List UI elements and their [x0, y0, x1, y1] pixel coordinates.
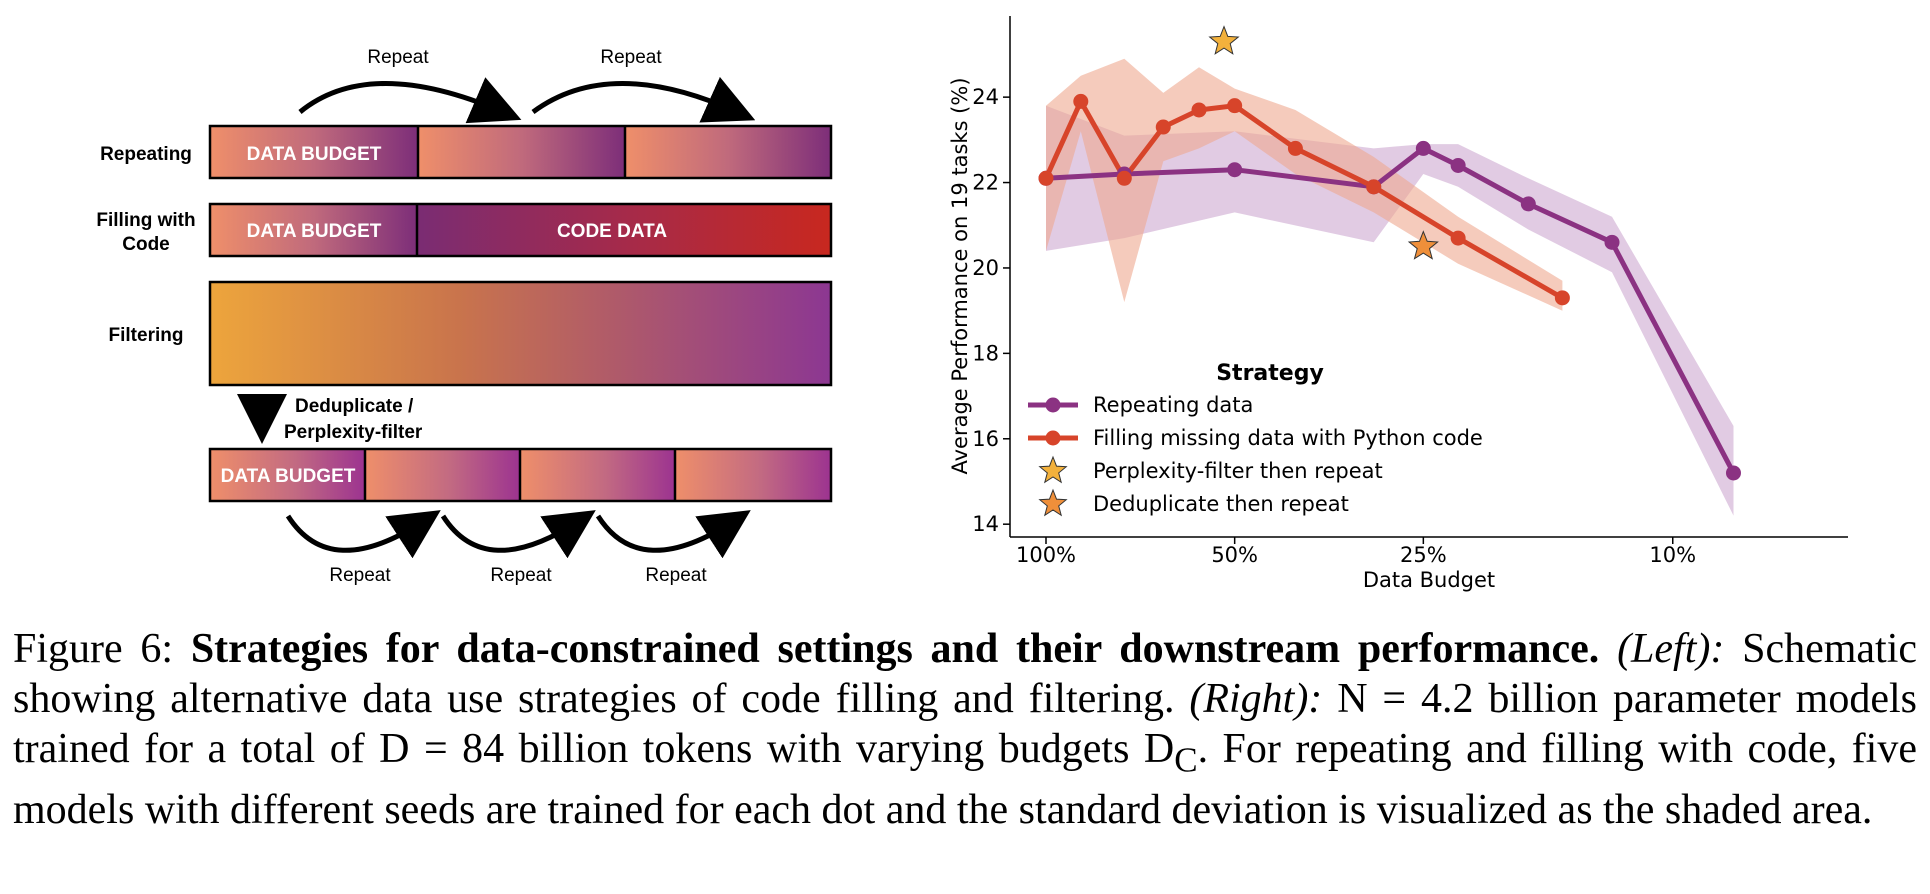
filter-step-line1: Deduplicate /: [295, 396, 414, 417]
data-point: [1155, 119, 1171, 135]
legend: Strategy Repeating data Filling missing d…: [1028, 361, 1483, 517]
caption-rest: . For repeating and filling with code, f…: [13, 726, 1917, 834]
row-label-filtering: Filtering: [109, 325, 184, 346]
y-axis-label: Average Performance on 19 tasks (%): [948, 77, 972, 474]
x-tick-label: 100%: [1016, 543, 1076, 567]
repeat-arrow: [595, 510, 751, 559]
data-point: [1450, 157, 1466, 173]
star-markers: [1208, 25, 1439, 260]
repeat-arrow: [285, 510, 441, 559]
data-budget-label: DATA BUDGET: [247, 144, 382, 165]
caption-left-tag: (Left):: [1617, 626, 1725, 672]
data-point: [1604, 234, 1620, 250]
legend-entry: Deduplicate then repeat: [1093, 492, 1349, 516]
repeat-label: Repeat: [600, 47, 662, 68]
repeat-arrow: [440, 510, 596, 559]
x-axis-label: Data Budget: [1363, 568, 1495, 592]
repeat-arrow: [531, 76, 756, 123]
legend-entry: Filling missing data with Python code: [1093, 426, 1483, 450]
caption-title: Strategies for data-constrained settings…: [190, 626, 1600, 672]
x-ticks: 100% 50% 25% 10%: [1016, 537, 1696, 567]
data-point: [1191, 102, 1207, 118]
std-band: [1046, 105, 1734, 516]
y-tick-label: 16: [972, 427, 999, 451]
row-label-filling-line1: Filling with: [96, 210, 195, 231]
code-data-label: CODE DATA: [557, 221, 667, 242]
data-point: [1366, 179, 1382, 195]
schematic: Repeating Filling with Code Filtering DA…: [96, 47, 833, 586]
filtered-repeat-bar: DATA BUDGET: [208, 447, 833, 503]
caption-right-text: N = 4.2 billion parameter models trained…: [13, 676, 1918, 772]
legend-swatch-point: [1045, 430, 1061, 446]
figure: Repeating Filling with Code Filtering DA…: [96, 16, 1848, 592]
data-point: [1520, 196, 1536, 212]
legend-swatch-point: [1045, 397, 1061, 413]
data-point: [1038, 170, 1054, 186]
figure-caption: Figure 6: Strategies for data-constraine…: [13, 624, 1917, 835]
caption-left-text: Schematic showing alternative data use s…: [13, 626, 1918, 722]
caption-figure-number: Figure 6:: [13, 626, 174, 672]
data-point: [1073, 93, 1089, 109]
y-tick-label: 20: [972, 256, 999, 280]
caption-right-subscript: C: [1174, 740, 1198, 780]
star-marker: [1407, 230, 1439, 260]
series-points: [1038, 93, 1741, 481]
repeat-label: Repeat: [645, 565, 707, 586]
y-tick-label: 14: [972, 512, 999, 536]
x-tick-label: 50%: [1211, 543, 1258, 567]
y-tick-label: 18: [972, 341, 999, 365]
data-point: [1227, 98, 1243, 114]
data-budget-label: DATA BUDGET: [221, 466, 356, 487]
repeat-arrow: [298, 77, 522, 124]
data-point: [1415, 140, 1431, 156]
filter-step-line2: Perplexity-filter: [284, 422, 423, 443]
y-tick-label: 22: [972, 171, 999, 195]
star-marker: [1208, 25, 1240, 55]
axes: [1009, 16, 1848, 538]
data-point: [1116, 170, 1132, 186]
x-tick-label: 10%: [1649, 543, 1696, 567]
filtering-bar: [208, 280, 833, 387]
row-label-filling-line2: Code: [122, 234, 170, 255]
caption-right-tag: (Right):: [1189, 676, 1323, 722]
series-line: [1043, 98, 1564, 301]
legend-swatch-star: [1038, 488, 1068, 517]
filling-bar: DATA BUDGET CODE DATA: [208, 202, 833, 258]
legend-title: Strategy: [1216, 361, 1324, 386]
legend-entry: Perplexity-filter then repeat: [1093, 459, 1383, 483]
legend-swatch-star: [1038, 455, 1068, 484]
repeat-label: Repeat: [329, 565, 391, 586]
row-label-repeating: Repeating: [100, 144, 192, 165]
repeating-bar: DATA BUDGET: [208, 124, 833, 180]
repeat-label: Repeat: [367, 47, 429, 68]
data-point: [1227, 162, 1243, 178]
data-point: [1450, 230, 1466, 246]
x-tick-label: 25%: [1400, 543, 1447, 567]
data-point: [1554, 290, 1570, 306]
repeat-label: Repeat: [490, 565, 552, 586]
y-ticks: 14 16 18 20 22 24: [972, 85, 1010, 536]
data-budget-label: DATA BUDGET: [247, 221, 382, 242]
data-point: [1725, 465, 1741, 481]
data-point: [1287, 140, 1303, 156]
figure-svg: Repeating Filling with Code Filtering DA…: [96, 16, 1848, 592]
chart: 14 16 18 20 22 24 100% 50% 25% 10% Data Budget A…: [948, 16, 1848, 592]
legend-entry: Repeating data: [1093, 393, 1253, 417]
y-tick-label: 24: [972, 85, 999, 109]
